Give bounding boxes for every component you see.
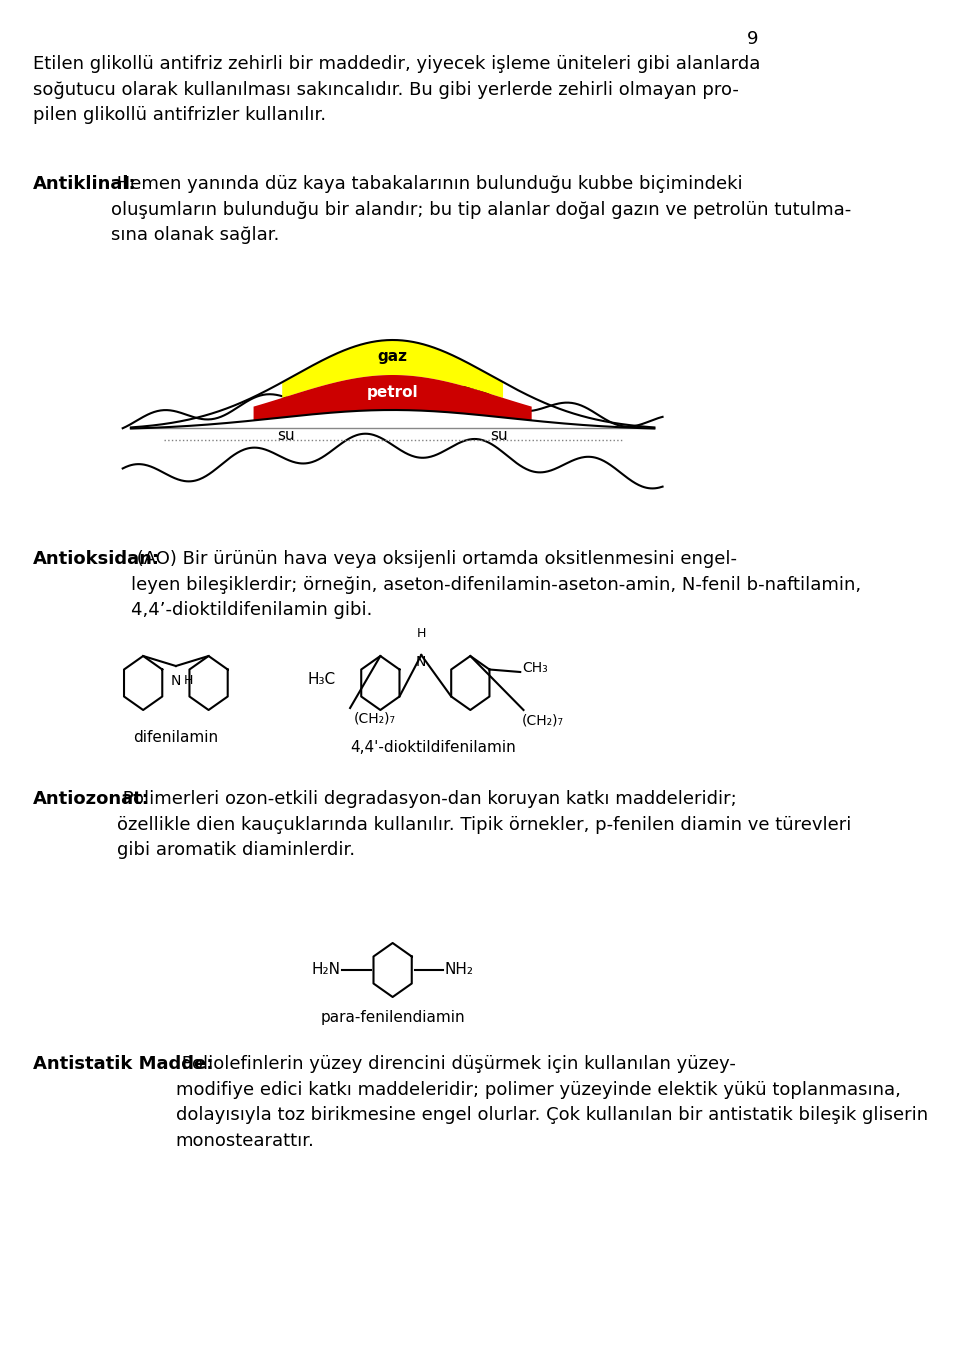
Text: N: N: [171, 674, 181, 688]
Text: H: H: [417, 626, 426, 640]
Text: Etilen glikollü antifriz zehirli bir maddedir, yiyecek işleme üniteleri gibi ala: Etilen glikollü antifriz zehirli bir mad…: [33, 54, 760, 125]
Text: difenilamin: difenilamin: [133, 730, 219, 745]
Text: H: H: [184, 674, 193, 688]
Text: gaz: gaz: [377, 349, 408, 364]
Text: Antiozonat:: Antiozonat:: [33, 790, 150, 809]
Text: H₂N: H₂N: [311, 962, 340, 977]
Polygon shape: [282, 340, 503, 398]
Text: petrol: petrol: [367, 386, 419, 401]
Text: (CH₂)₇: (CH₂)₇: [353, 712, 396, 726]
Text: para-fenilendiamin: para-fenilendiamin: [321, 1010, 465, 1025]
Text: Antiklinal:: Antiklinal:: [33, 175, 136, 193]
Text: N: N: [416, 655, 426, 669]
Text: H₃C: H₃C: [307, 673, 335, 688]
Text: Polimerleri ozon-etkili degradasyon-dan koruyan katkı maddeleridir;
özellikle di: Polimerleri ozon-etkili degradasyon-dan …: [117, 790, 852, 859]
Text: su: su: [277, 428, 295, 443]
Text: (CH₂)₇: (CH₂)₇: [522, 713, 564, 728]
Text: 9: 9: [747, 30, 758, 48]
Text: NH₂: NH₂: [445, 962, 474, 977]
Text: CH₃: CH₃: [522, 660, 547, 675]
Text: su: su: [491, 428, 508, 443]
Text: Antioksidan:: Antioksidan:: [33, 550, 159, 568]
Text: Antistatik Madde:: Antistatik Madde:: [33, 1055, 213, 1074]
Text: (AO) Bir ürünün hava veya oksijenli ortamda oksitlenmesini engel-
leyen bileşikl: (AO) Bir ürünün hava veya oksijenli orta…: [131, 550, 861, 620]
Text: Hemen yanında düz kaya tabakalarının bulunduğu kubbe biçimindeki
oluşumların bul: Hemen yanında düz kaya tabakalarının bul…: [111, 175, 852, 245]
Polygon shape: [253, 375, 532, 420]
Text: 4,4'-dioktildifenilamin: 4,4'-dioktildifenilamin: [350, 741, 516, 756]
Text: Poliolefinlerin yüzey direncini düşürmek için kullanılan yüzey-
modifiye edici k: Poliolefinlerin yüzey direncini düşürmek…: [176, 1055, 928, 1150]
